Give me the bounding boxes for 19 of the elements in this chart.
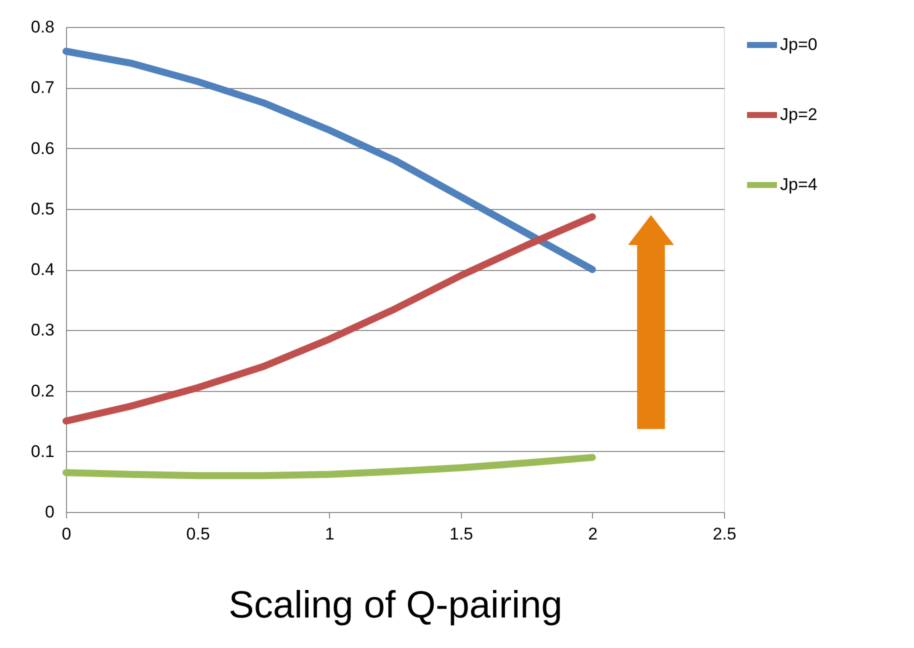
legend-label: Jp=4: [780, 175, 818, 194]
x-tick-label: 0: [62, 524, 72, 544]
x-tick-label: 1: [324, 524, 334, 544]
y-tick-label: 0.5: [30, 199, 54, 218]
y-tick-label: 0.6: [30, 138, 54, 158]
x-tick-label: 1.5: [449, 524, 474, 544]
y-tick-label: 0: [45, 502, 54, 522]
y-tick-label: 0.8: [30, 18, 54, 36]
x-tick-label: 0.5: [186, 524, 210, 544]
y-tick-label: 0.1: [30, 442, 54, 461]
x-tick-label: 2: [588, 524, 598, 544]
x-tick-label: 2.5: [712, 524, 736, 544]
y-tick-label: 0.3: [30, 320, 54, 340]
y-tick-label: 0.2: [30, 381, 54, 400]
legend-label: Jp=0: [780, 35, 818, 54]
y-tick-label: 0.7: [30, 78, 54, 98]
x-axis-title: Scaling of Q-pairing: [228, 584, 562, 626]
y-tick-label: 0.4: [30, 260, 54, 279]
legend-label: Jp=2: [780, 105, 818, 124]
